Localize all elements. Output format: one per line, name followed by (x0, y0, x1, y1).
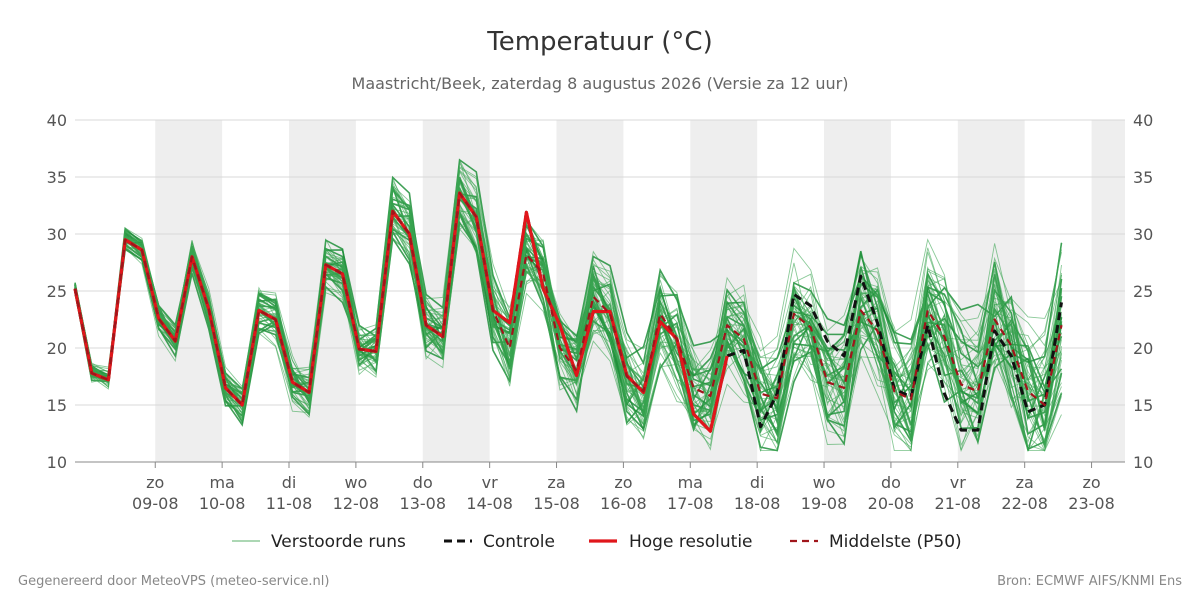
x-tick-date-15-08: 15-08 (533, 494, 580, 513)
x-tick-date-23-08: 23-08 (1068, 494, 1115, 513)
ensemble-run-18 (74, 193, 1062, 446)
y-tick-left-25: 25 (47, 282, 67, 301)
x-tick-day-22-08: za (1016, 473, 1034, 492)
legend-label-control: Controle (483, 532, 555, 552)
main-lines (73, 191, 1063, 433)
y-tick-left-10: 10 (47, 453, 67, 472)
ensemble-run-47 (74, 177, 1062, 453)
x-tick-date-09-08: 09-08 (132, 494, 179, 513)
x-tick-day-14-08: vr (482, 473, 498, 492)
axes: 10 10 15 15 20 20 25 25 30 30 35 35 40 40 zo 09-08 ma 10-… (47, 111, 1154, 513)
x-tick-date-10-08: 10-08 (199, 494, 246, 513)
x-tick-day-20-08: do (881, 473, 901, 492)
series-line-middelste-p50- (73, 191, 1063, 407)
y-tick-left-15: 15 (47, 396, 67, 415)
x-tick-date-18-08: 18-08 (734, 494, 781, 513)
legend-item-median[interactable]: Middelste (P50) (790, 532, 962, 552)
x-tick-day-12-08: wo (344, 473, 367, 492)
ensemble-run-34 (74, 215, 1062, 432)
legend-label-highres: Hoge resolutie (629, 532, 753, 552)
chart-title: Temperatuur (°C) (486, 27, 712, 57)
legend-item-control[interactable]: Controle (444, 532, 555, 552)
x-tick-day-09-08: zo (146, 473, 164, 492)
legend: Verstoorde runs Controle Hoge resolutie … (232, 532, 962, 552)
y-tick-right-35: 35 (1133, 168, 1153, 187)
x-tick-date-17-08: 17-08 (667, 494, 714, 513)
x-tick-day-11-08: di (282, 473, 297, 492)
x-tick-date-12-08: 12-08 (333, 494, 380, 513)
ensemble-run-46 (74, 167, 1062, 452)
ensemble-runs (74, 158, 1063, 453)
y-tick-left-20: 20 (47, 339, 67, 358)
footer-source: Bron: ECMWF AIFS/KNMI Ens (997, 574, 1182, 589)
legend-item-ensemble[interactable]: Verstoorde runs (232, 532, 406, 552)
legend-label-median: Middelste (P50) (829, 532, 962, 552)
x-tick-day-21-08: vr (950, 473, 966, 492)
legend-label-ensemble: Verstoorde runs (271, 532, 406, 552)
y-tick-right-15: 15 (1133, 396, 1153, 415)
footer-generated: Gegenereerd door MeteoVPS (meteo-service… (18, 574, 329, 589)
y-tick-left-40: 40 (47, 111, 67, 130)
x-tick-day-16-08: zo (614, 473, 632, 492)
x-tick-day-15-08: za (547, 473, 565, 492)
x-tick-day-23-08: zo (1082, 473, 1100, 492)
ensemble-run-49 (74, 177, 1062, 452)
x-tick-day-18-08: di (750, 473, 765, 492)
y-tick-left-30: 30 (47, 225, 67, 244)
ensemble-run-32 (74, 209, 1062, 449)
x-tick-date-22-08: 22-08 (1001, 494, 1048, 513)
x-tick-day-13-08: do (413, 473, 433, 492)
ensemble-run-44 (74, 197, 1062, 428)
x-tick-day-19-08: wo (813, 473, 836, 492)
chart-subtitle: Maastricht/Beek, zaterdag 8 augustus 202… (352, 74, 849, 93)
y-tick-right-10: 10 (1133, 453, 1153, 472)
y-tick-left-35: 35 (47, 168, 67, 187)
ensemble-run-48 (74, 204, 1062, 438)
legend-item-highres[interactable]: Hoge resolutie (589, 532, 753, 552)
x-tick-date-14-08: 14-08 (466, 494, 513, 513)
x-tick-day-10-08: ma (209, 473, 234, 492)
x-tick-date-20-08: 20-08 (868, 494, 915, 513)
x-tick-date-13-08: 13-08 (400, 494, 447, 513)
y-tick-right-30: 30 (1133, 225, 1153, 244)
y-tick-right-40: 40 (1133, 111, 1153, 130)
x-tick-date-19-08: 19-08 (801, 494, 848, 513)
y-tick-right-25: 25 (1133, 282, 1153, 301)
ensemble-run-50 (74, 170, 1062, 452)
x-tick-date-21-08: 21-08 (935, 494, 982, 513)
x-tick-date-11-08: 11-08 (266, 494, 313, 513)
ensemble-run-28 (74, 195, 1062, 453)
y-tick-right-20: 20 (1133, 339, 1153, 358)
x-tick-day-17-08: ma (678, 473, 703, 492)
x-tick-date-16-08: 16-08 (600, 494, 647, 513)
